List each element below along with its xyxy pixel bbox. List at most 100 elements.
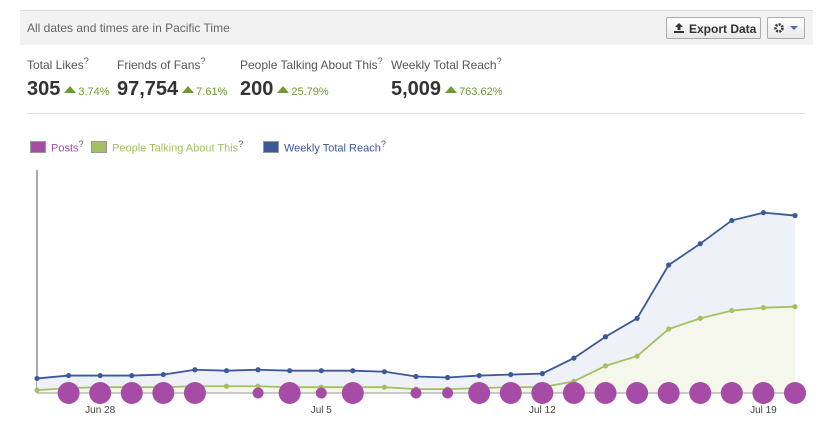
point — [508, 371, 514, 378]
post-bubble — [252, 387, 264, 399]
point — [129, 372, 135, 379]
gear-icon — [774, 23, 798, 33]
point — [444, 374, 451, 381]
point — [160, 371, 166, 378]
post-bubble — [89, 382, 112, 404]
export-button[interactable]: Export Data — [666, 17, 761, 39]
stat-value-row: 200 25.79% — [240, 78, 383, 101]
point — [697, 315, 703, 321]
legend-item: Weekly Total Reach? — [263, 139, 386, 155]
legend-swatch — [263, 140, 279, 153]
post-bubble — [341, 382, 364, 404]
stat-value-row: 97,754 7.61% — [117, 78, 227, 101]
help-mark: ? — [377, 56, 383, 66]
post-bubble — [183, 382, 206, 404]
point — [634, 315, 640, 321]
point — [666, 326, 672, 332]
stat: Weekly Total Reach? 5,009 763.62% — [391, 56, 503, 101]
point — [223, 368, 230, 374]
help-mark: ? — [78, 139, 84, 149]
stat-value: 5,009 — [391, 78, 442, 100]
area — [37, 306, 795, 393]
stat: Friends of Fans? 97,754 7.61% — [117, 56, 227, 101]
post-bubble — [562, 382, 585, 404]
legend-swatch — [91, 140, 107, 153]
point — [65, 372, 72, 379]
point — [760, 305, 767, 311]
point — [34, 387, 40, 393]
separator — [27, 113, 805, 114]
post-bubble — [784, 382, 806, 404]
post-bubble — [689, 382, 712, 404]
point — [666, 262, 672, 268]
stat-label: Friends of Fans — [117, 58, 201, 72]
up-arrow — [277, 86, 290, 93]
legend-item: Posts? — [30, 139, 84, 155]
x-tick-label: Jun 28 — [85, 405, 115, 416]
point — [571, 355, 577, 361]
stat-value-row: 5,009 763.62% — [391, 78, 503, 101]
stat: Total Likes? 305 3.74% — [27, 56, 110, 101]
x-tick-label: Jul 5 — [311, 405, 333, 416]
stat-value: 200 — [240, 78, 274, 100]
up-arrow — [182, 86, 195, 93]
point — [223, 383, 230, 389]
post-bubble — [152, 382, 175, 404]
up-arrow — [445, 86, 458, 93]
x-tick-label: Jul 19 — [750, 405, 777, 416]
legend-label: Weekly Total Reach — [284, 142, 381, 155]
point — [255, 383, 261, 389]
point — [792, 304, 798, 310]
export-label: Export Data — [689, 22, 757, 36]
up-arrow — [64, 86, 77, 93]
point — [318, 368, 324, 374]
stat-change: 3.74% — [78, 86, 110, 98]
point — [602, 334, 609, 340]
x-tick-label: Jul 12 — [529, 405, 556, 416]
stat-label: People Talking About This — [240, 58, 378, 72]
stat-change: 763.62% — [459, 86, 503, 98]
post-bubble — [442, 387, 454, 399]
post-bubble — [657, 382, 680, 404]
stat-change: 25.79% — [291, 86, 329, 98]
point — [192, 367, 198, 373]
point — [760, 210, 767, 216]
post-bubble — [626, 382, 649, 404]
stat-value-row: 305 3.74% — [27, 78, 110, 101]
stat-value: 305 — [27, 78, 61, 100]
help-mark: ? — [496, 56, 502, 66]
help-mark: ? — [83, 56, 89, 66]
legend-label: Posts — [51, 142, 79, 155]
timezone-note: All dates and times are in Pacific Time — [27, 21, 230, 35]
point — [476, 372, 482, 379]
post-bubble — [752, 382, 775, 404]
stat-label-row: People Talking About This? — [240, 56, 383, 72]
point — [287, 368, 293, 374]
help-mark: ? — [380, 139, 386, 149]
export-icon — [674, 23, 684, 33]
post-bubble — [315, 387, 327, 399]
legend-item: People Talking About This? — [91, 139, 243, 155]
post-bubble — [468, 382, 491, 404]
post-bubble — [120, 382, 143, 404]
point — [34, 375, 40, 382]
stat-label-row: Friends of Fans? — [117, 56, 227, 72]
stat-value: 97,754 — [117, 78, 179, 100]
post-bubble — [720, 382, 743, 404]
area — [37, 212, 795, 393]
point — [729, 217, 735, 224]
point — [729, 307, 735, 314]
point — [381, 369, 388, 375]
point — [792, 212, 798, 219]
help-mark: ? — [238, 139, 244, 149]
stat-change: 7.61% — [196, 86, 228, 98]
help-mark: ? — [200, 56, 206, 66]
header-bar: All dates and times are in Pacific Time … — [20, 10, 813, 45]
post-bubble — [57, 382, 80, 404]
settings-button[interactable] — [767, 17, 805, 39]
post-bubble — [410, 387, 422, 399]
point — [539, 371, 545, 377]
stat-label-row: Total Likes? — [27, 56, 110, 72]
